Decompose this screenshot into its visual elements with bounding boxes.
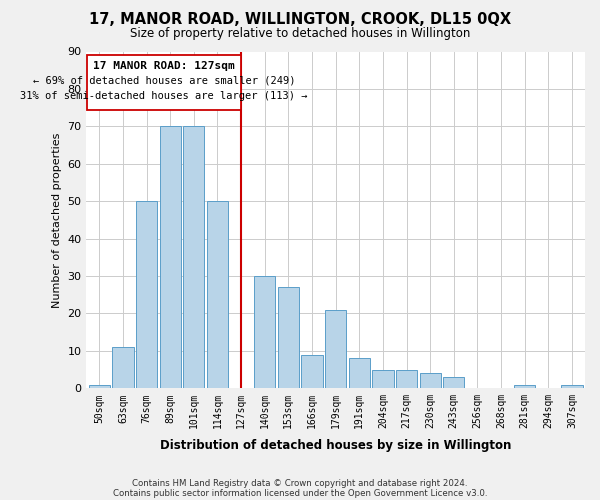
Bar [254, 276, 275, 388]
Bar [301, 354, 323, 388]
Bar [396, 370, 417, 388]
Text: 17, MANOR ROAD, WILLINGTON, CROOK, DL15 0QX: 17, MANOR ROAD, WILLINGTON, CROOK, DL15 … [89, 12, 511, 28]
Bar [443, 377, 464, 388]
Text: 31% of semi-detached houses are larger (113) →: 31% of semi-detached houses are larger (… [20, 91, 308, 101]
Text: 17 MANOR ROAD: 127sqm: 17 MANOR ROAD: 127sqm [93, 61, 235, 71]
Bar [325, 310, 346, 388]
FancyBboxPatch shape [88, 55, 241, 110]
Bar [349, 358, 370, 388]
Text: Contains public sector information licensed under the Open Government Licence v3: Contains public sector information licen… [113, 488, 487, 498]
Bar [136, 201, 157, 388]
Text: ← 69% of detached houses are smaller (249): ← 69% of detached houses are smaller (24… [33, 76, 295, 86]
Bar [562, 384, 583, 388]
Bar [183, 126, 205, 388]
Bar [278, 287, 299, 388]
Bar [89, 384, 110, 388]
Text: Size of property relative to detached houses in Willington: Size of property relative to detached ho… [130, 28, 470, 40]
Bar [160, 126, 181, 388]
X-axis label: Distribution of detached houses by size in Willington: Distribution of detached houses by size … [160, 440, 511, 452]
Bar [419, 374, 441, 388]
Y-axis label: Number of detached properties: Number of detached properties [52, 132, 62, 308]
Bar [514, 384, 535, 388]
Bar [207, 201, 228, 388]
Bar [372, 370, 394, 388]
Text: Contains HM Land Registry data © Crown copyright and database right 2024.: Contains HM Land Registry data © Crown c… [132, 478, 468, 488]
Bar [112, 347, 134, 389]
